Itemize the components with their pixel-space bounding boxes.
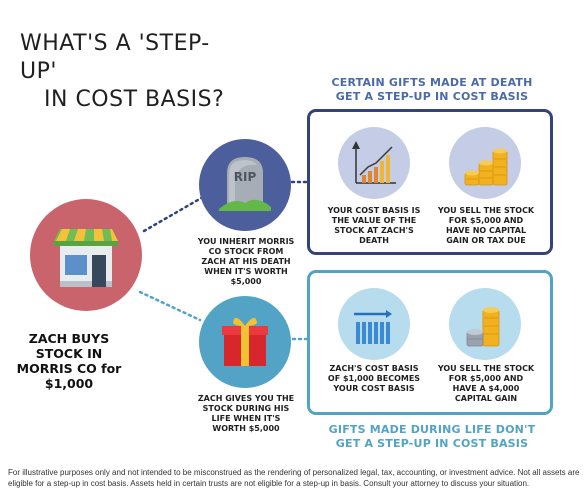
flat-chart-circle — [338, 288, 410, 360]
bottom-section-heading: GIFTS MADE DURING LIFE DON'T GET A STEP-… — [320, 423, 544, 451]
top-heading-line-2: GET A STEP-UP IN COST BASIS — [335, 90, 529, 103]
top-item-1-text: YOUR COST BASIS IS THE VALUE OF THE STOC… — [327, 206, 421, 245]
storefront-circle — [30, 199, 142, 311]
origin-caption: ZACH BUYS STOCK IN MORRIS CO for $1,000 — [16, 331, 122, 391]
coin-stacks-icon — [464, 148, 508, 186]
bottom-heading-line-1: GIFTS MADE DURING LIFE DON'T — [328, 423, 536, 436]
title-line-2: IN COST BASIS? — [44, 87, 225, 112]
connector-to-life — [138, 290, 202, 322]
death-caption: YOU INHERIT MORRIS CO STOCK FROM ZACH AT… — [197, 237, 295, 286]
bottom-section-box — [307, 270, 553, 415]
top-section-box — [307, 109, 553, 255]
coin-stacks-circle-top — [449, 127, 521, 199]
coin-stacks-icon — [466, 307, 500, 347]
gift-circle — [199, 296, 291, 388]
coin-stacks-circle-bottom — [449, 288, 521, 360]
bottom-item-1-text: ZACH'S COST BASIS OF $1,000 BECOMES YOUR… — [327, 364, 421, 393]
life-caption: ZACH GIVES YOU THE STOCK DURING HIS LIFE… — [197, 394, 295, 433]
top-section-heading: CERTAIN GIFTS MADE AT DEATH GET A STEP-U… — [320, 76, 544, 104]
tombstone-text: RIP — [234, 170, 257, 184]
bottom-item-2-text: YOU SELL THE STOCK FOR $5,000 AND HAVE A… — [437, 364, 535, 403]
tombstone-icon: RIP — [219, 157, 271, 211]
tombstone-circle: RIP — [199, 139, 291, 231]
top-item-2-text: YOU SELL THE STOCK FOR $5,000 AND HAVE N… — [437, 206, 535, 245]
page-title: WHAT'S A 'STEP-UP' IN COST BASIS? — [20, 30, 230, 114]
rising-chart-icon — [352, 141, 396, 184]
top-heading-line-1: CERTAIN GIFTS MADE AT DEATH — [331, 76, 533, 89]
storefront-icon — [54, 229, 118, 287]
connector-to-death — [142, 195, 205, 233]
disclaimer-footer: For illustrative purposes only and not i… — [8, 468, 580, 488]
rising-chart-circle — [338, 127, 410, 199]
gift-icon — [222, 317, 268, 366]
title-line-1: WHAT'S A 'STEP-UP' — [20, 31, 210, 84]
flat-chart-icon — [354, 310, 392, 344]
bottom-heading-line-2: GET A STEP-UP IN COST BASIS — [335, 437, 529, 450]
